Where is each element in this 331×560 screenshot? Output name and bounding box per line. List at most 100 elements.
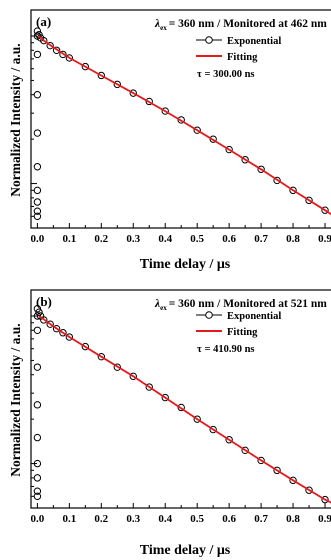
x-tick-label: 0.2 — [94, 513, 108, 525]
panel-label: (b) — [36, 294, 52, 309]
legend-exponential-label: Exponential — [227, 36, 281, 47]
x-ticks: 0.0 0.1 0.2 0.3 0.4 0.5 0.6 0.7 0.8 0.9 — [31, 223, 331, 245]
fitting-curve — [38, 35, 331, 216]
exponential-data-point — [257, 456, 265, 465]
x-tick-label: 0.5 — [190, 513, 204, 525]
series-layer — [33, 305, 331, 506]
tau-label: τ = 300.00 ns — [197, 69, 255, 80]
x-tick-label: 0.3 — [126, 513, 140, 525]
panel-b: 0.0 0.1 0.2 0.3 0.4 0.5 0.6 0.7 0.8 0.9 (b) λex = … — [8, 289, 331, 558]
exponential-data-point — [33, 326, 42, 334]
x-tick-label: 0.4 — [158, 513, 172, 525]
header-symbol: λ — [154, 298, 160, 310]
exponential-data-point — [225, 436, 233, 444]
exponential-data-point — [273, 466, 281, 475]
exponential-data-point — [97, 71, 106, 80]
header-text: = 360 nm / Monitored at 462 nm — [169, 18, 327, 30]
legend-exponential-label: Exponential — [227, 311, 281, 322]
x-axis-title: Time delay / μs — [140, 543, 231, 558]
x-tick-label: 0.2 — [94, 233, 108, 245]
exponential-data-point — [52, 325, 61, 333]
exponential-data-point — [33, 459, 42, 468]
exponential-data-point — [241, 446, 249, 455]
exponential-data-point — [193, 126, 201, 134]
exponential-data-point — [33, 305, 42, 313]
x-tick-label: 0.9 — [318, 513, 331, 525]
header-subscript: ex — [160, 304, 167, 312]
x-tick-label: 0.0 — [31, 233, 45, 245]
exponential-data-point — [97, 352, 106, 361]
exponential-data-point — [46, 41, 54, 50]
exponential-data-point — [257, 165, 265, 173]
x-tick-label: 0.0 — [31, 513, 45, 525]
plot-frame — [30, 9, 331, 229]
exponential-data-point — [33, 50, 42, 59]
header-subscript: ex — [160, 24, 167, 32]
exponential-data-point — [40, 36, 48, 45]
exponential-data-point — [289, 186, 297, 195]
x-tick-label: 0.7 — [254, 233, 268, 245]
legend-fitting-label: Fitting — [227, 327, 258, 338]
exponential-data-point — [305, 196, 313, 205]
exponential-data-point — [193, 415, 201, 423]
plot-frame — [30, 289, 331, 509]
x-ticks: 0.0 0.1 0.2 0.3 0.4 0.5 0.6 0.7 0.8 0.9 — [31, 503, 331, 525]
exponential-data-point — [35, 308, 43, 316]
exponential-data-point — [289, 476, 297, 485]
exponential-data-point — [209, 425, 217, 434]
x-tick-label: 0.3 — [126, 233, 140, 245]
exponential-data-point — [305, 486, 313, 494]
exponential-data-point — [113, 363, 121, 371]
exponential-data-point — [145, 383, 153, 391]
y-axis-title: Normalized Intensity / a.u. — [8, 43, 23, 196]
exponential-data-point — [33, 474, 42, 482]
x-tick-label: 0.9 — [318, 233, 331, 245]
exponential-data-point — [46, 320, 54, 328]
exponential-data-point — [129, 89, 137, 97]
exponential-data-point — [177, 116, 185, 124]
x-axis-title: Time delay / μs — [140, 257, 231, 272]
exponential-data-point — [59, 50, 67, 59]
exponential-data-point — [273, 176, 281, 185]
exponential-data-point — [33, 487, 42, 495]
exponential-data-point — [33, 198, 42, 206]
x-tick-label: 0.1 — [62, 513, 76, 525]
legend: Exponential Fitting — [196, 36, 281, 63]
legend-exponential-marker — [205, 311, 213, 319]
exponential-data-point — [33, 91, 42, 99]
x-tick-label: 0.6 — [222, 233, 236, 245]
panel-a: 0.0 0.1 0.2 0.3 0.4 0.5 0.6 0.7 0.8 0.9 (a) λex = … — [8, 9, 331, 272]
exponential-data-point — [65, 54, 74, 62]
exponential-data-point — [177, 403, 185, 412]
header-label: λex = 360 nm / Monitored at 521 nm — [154, 298, 327, 312]
exponential-data-point — [129, 372, 137, 381]
legend: Exponential Fitting — [196, 311, 281, 338]
exponential-data-point — [81, 62, 90, 71]
x-tick-label: 0.6 — [222, 513, 236, 525]
exponential-data-point — [40, 316, 48, 324]
exponential-data-point — [321, 206, 329, 214]
y-axis-title: Normalized Intensity / a.u. — [8, 323, 23, 476]
fitting-curve — [38, 315, 331, 504]
legend-exponential-marker — [205, 36, 213, 44]
exponential-data-point — [65, 333, 74, 341]
exponential-data-point — [33, 212, 42, 221]
exponential-data-point — [33, 401, 42, 409]
exponential-data-point — [145, 97, 153, 106]
x-tick-label: 0.4 — [158, 233, 172, 245]
exponential-data-point — [113, 80, 121, 89]
exponential-data-point — [33, 163, 42, 171]
x-tick-label: 0.7 — [254, 513, 268, 525]
x-tick-label: 0.5 — [190, 233, 204, 245]
tau-label: τ = 410.90 ns — [197, 344, 255, 355]
exponential-data-point — [33, 433, 42, 442]
exponential-data-point — [241, 156, 249, 164]
exponential-data-point — [225, 145, 233, 154]
exponential-data-point — [33, 492, 42, 501]
exponential-data-point — [81, 342, 90, 351]
exponential-data-point — [33, 207, 42, 215]
exponential-data-point — [33, 186, 42, 195]
exponential-data-point — [33, 312, 42, 320]
exponential-data-point — [33, 27, 42, 35]
exponential-data-point — [209, 135, 217, 143]
